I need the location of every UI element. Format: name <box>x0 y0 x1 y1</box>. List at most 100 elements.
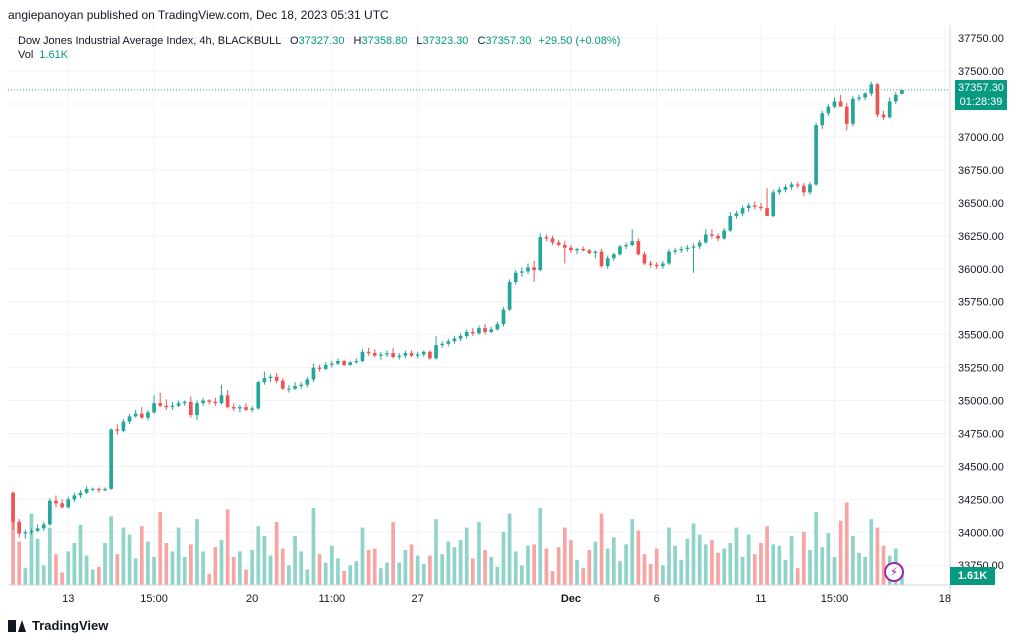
volume-bar <box>520 565 524 585</box>
volume-bar <box>372 548 377 585</box>
candle-body <box>556 242 561 246</box>
candle-body <box>881 114 886 118</box>
candle-body <box>170 405 175 408</box>
candle-body <box>305 379 310 385</box>
candle-body <box>415 354 420 356</box>
candle-body <box>458 335 463 339</box>
candle-body <box>225 395 230 408</box>
candle-body <box>734 213 739 217</box>
volume-bar <box>225 509 230 585</box>
volume-bar <box>875 527 880 585</box>
tradingview-logo[interactable]: TradingView <box>8 618 108 633</box>
candle-body <box>789 184 794 188</box>
volume-bar <box>752 554 757 585</box>
time-tick-label: 6 <box>654 593 660 605</box>
volume-bar <box>311 508 316 585</box>
candle-body <box>133 413 138 417</box>
candle-body <box>630 241 635 246</box>
candle-body <box>550 238 555 243</box>
candle-body <box>667 251 671 264</box>
volume-bar <box>869 519 874 585</box>
volume-bar <box>434 519 438 585</box>
candle-body <box>661 263 665 267</box>
lightning-icon[interactable]: ⚡ <box>884 562 904 582</box>
candle-body <box>599 251 604 267</box>
volume-bar <box>691 523 696 585</box>
price-tick-label: 35750.00 <box>958 297 1004 309</box>
volume-bar <box>795 568 800 585</box>
volume-bar <box>262 536 267 585</box>
candle-body <box>520 271 524 273</box>
time-tick-label: Dec <box>561 593 581 605</box>
volume-bar <box>630 519 635 585</box>
candle-body <box>72 495 77 500</box>
candle-body <box>703 234 708 243</box>
candle-body <box>54 500 58 504</box>
volume-bar <box>673 545 677 585</box>
volume-bar <box>746 534 751 585</box>
volume-bar <box>391 522 395 585</box>
volume-bar <box>575 559 579 585</box>
candle-body <box>777 189 782 193</box>
candle-body <box>740 208 745 214</box>
volume-bar <box>97 566 101 585</box>
candle-body <box>409 353 414 356</box>
candle-body <box>593 251 598 253</box>
candle-body <box>802 185 806 193</box>
volume-bar <box>244 569 248 585</box>
volume-bar <box>844 502 849 585</box>
candle-body <box>201 400 205 404</box>
candle-body <box>875 84 880 115</box>
price-tick-label: 34750.00 <box>958 428 1004 440</box>
volume-bar <box>329 545 334 585</box>
volume-bar <box>305 569 310 585</box>
volume-bar <box>41 565 46 585</box>
volume-bar <box>274 522 279 585</box>
volume-bar <box>501 531 506 585</box>
volume-bar <box>385 562 389 585</box>
time-tick-label: 15:00 <box>140 593 168 605</box>
candle-body <box>231 407 236 409</box>
low-label: L <box>416 35 423 47</box>
volume-bar <box>667 527 671 585</box>
volume-bar <box>789 536 794 585</box>
volume-legend: Vol 1.61K <box>18 49 68 61</box>
volume-bar <box>728 543 733 585</box>
price-tick-label: 36500.00 <box>958 198 1004 210</box>
volume-bar <box>115 554 120 585</box>
candle-body <box>685 247 690 249</box>
symbol-title[interactable]: Dow Jones Industrial Average Index, 4h, … <box>18 35 281 47</box>
volume-bar <box>54 554 58 585</box>
volume-bar <box>231 557 236 585</box>
candle-body <box>121 421 126 431</box>
candle-body <box>654 264 659 267</box>
candle-body <box>697 242 702 247</box>
candle-body <box>716 235 720 239</box>
volume-bar <box>250 550 254 585</box>
candle-body <box>348 362 353 365</box>
volume-bar <box>618 561 622 585</box>
volume-bar <box>477 522 481 585</box>
high-label: H <box>353 35 362 47</box>
volume-bar <box>599 513 604 585</box>
volume-bar <box>654 548 659 585</box>
volume-bar <box>268 555 273 585</box>
candle-body <box>446 341 451 344</box>
candle-body <box>103 488 107 491</box>
volume-label[interactable]: Vol <box>18 49 34 61</box>
candle-body <box>293 386 297 389</box>
volume-bar <box>697 534 702 585</box>
candle-body <box>311 367 316 380</box>
candle-body <box>84 488 89 493</box>
candle-body <box>280 380 285 389</box>
volume-bar <box>550 571 555 585</box>
volume-bar <box>489 557 494 585</box>
candle-body <box>127 416 132 422</box>
volume-bar <box>808 550 812 585</box>
candle-body <box>317 367 322 369</box>
candle-body <box>832 101 837 107</box>
volume-bar <box>513 551 518 585</box>
volume-bar <box>280 548 285 585</box>
